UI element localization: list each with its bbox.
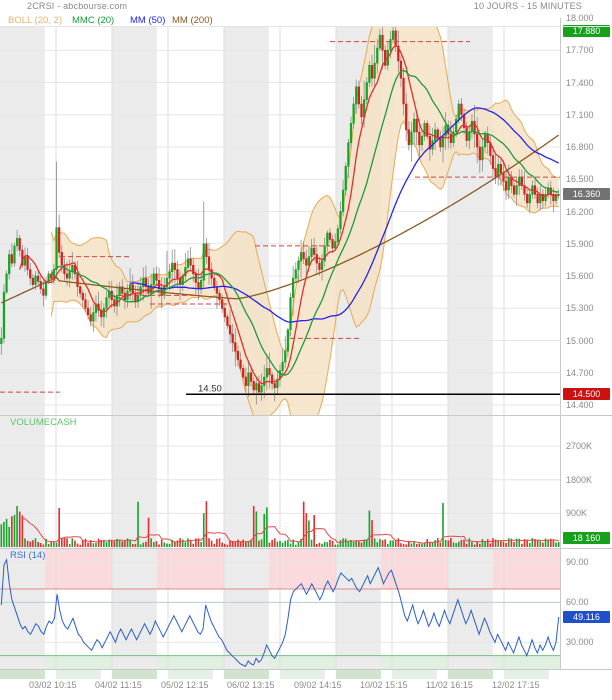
price-tick-label: 14.400	[566, 400, 594, 410]
volume-chart-svg	[0, 416, 560, 549]
time-axis-day-band	[280, 669, 325, 679]
rsi-chart-svg	[0, 549, 560, 669]
legend-item-boll[interactable]: BOLL (20, 2)	[8, 15, 63, 26]
volume-tick-label: 2700K	[566, 441, 593, 452]
time-axis-label: 04/02 11:15	[95, 680, 142, 690]
volume-tick-label: 900K	[566, 508, 588, 519]
cursor-price-badge: 16.360	[563, 188, 610, 201]
indicator-legend: BOLL (20, 2) MMC (20) MM (50) MM (200)	[0, 15, 560, 27]
last-rsi-badge: 49.116	[563, 610, 610, 623]
price-tick-label: 15.900	[566, 238, 594, 249]
symbol-title: 2CRSI - abcbourse.com	[27, 1, 128, 11]
time-axis-day-band	[168, 669, 213, 679]
time-axis-label: 10/02 15:15	[360, 680, 408, 690]
time-axis-day-band	[0, 669, 45, 679]
price-tick-label: 14.700	[566, 367, 594, 378]
panel-divider-volume-rsi	[0, 548, 612, 549]
price-tick-label: 17.100	[566, 109, 594, 120]
time-axis-label: 11/02 16:15	[426, 680, 473, 690]
price-chart-svg: 14.50	[0, 26, 560, 416]
price-tick-label: 18.000	[566, 13, 594, 23]
price-chart-panel[interactable]: 14.50	[0, 26, 560, 416]
support-price-badge: 14.500	[563, 388, 610, 401]
price-tick-label: 15.600	[566, 271, 594, 281]
rsi-tick-label: 90.00	[566, 557, 589, 568]
legend-item-mm50[interactable]: MM (50)	[130, 15, 166, 26]
time-axis-label: 03/02 10:15	[29, 680, 77, 690]
last-volume-badge: 18 160	[563, 531, 610, 544]
price-tick-label: 16.500	[566, 174, 594, 185]
legend-item-mm200[interactable]: MM (200)	[172, 15, 213, 26]
time-axis-day-band	[336, 669, 381, 679]
time-axis-label: 05/02 12:15	[161, 680, 209, 690]
timeframe-label: 10 JOURS - 15 MINUTES	[473, 1, 582, 11]
time-axis-label: 12/02 17:15	[492, 680, 540, 690]
volume-panel-title: VOLUMECASH	[10, 417, 77, 428]
price-tick-label: 15.000	[566, 335, 594, 346]
time-axis[interactable]: 03/02 10:15 04/02 11:15 05/02 12:15 06/02 1…	[0, 669, 612, 700]
price-axis[interactable]: 18.000 17.700 17.400 17.100 16.800 16.500 16.2…	[560, 13, 612, 416]
time-axis-day-band	[504, 669, 549, 679]
volume-tick-label: 1800K	[566, 474, 593, 485]
axis-divider-vertical	[560, 18, 561, 669]
rsi-axis[interactable]: 90.00 60.00 30.000 49.116	[560, 549, 612, 669]
rsi-chart-panel[interactable]: RSI (14)	[0, 549, 560, 669]
chart-header: 2CRSI - abcbourse.com 10 JOURS - 15 MINU…	[0, 0, 612, 14]
price-tick-label: 17.700	[566, 45, 594, 56]
price-tick-label: 16.800	[566, 142, 594, 152]
rsi-tick-label: 60.00	[566, 597, 589, 608]
volume-chart-panel[interactable]: VOLUMECASH	[0, 416, 560, 549]
svg-text:14.50: 14.50	[198, 383, 222, 394]
time-axis-day-band	[448, 669, 493, 679]
time-axis-label: 09/02 14:15	[294, 680, 342, 690]
legend-item-mmc20[interactable]: MMC (20)	[72, 15, 115, 26]
price-tick-label: 16.200	[566, 206, 594, 217]
panel-divider-bottom	[0, 669, 612, 670]
time-axis-day-band	[392, 669, 437, 679]
last-price-badge: 17.880	[563, 24, 610, 37]
price-tick-label: 15.300	[566, 303, 594, 314]
time-axis-day-band	[224, 669, 269, 679]
rsi-tick-label: 30.000	[566, 637, 594, 648]
time-axis-day-band	[112, 669, 157, 679]
time-axis-label: 06/02 13:15	[227, 680, 275, 690]
price-tick-label: 17.400	[566, 77, 594, 88]
chart-top-border	[0, 26, 612, 27]
time-axis-day-band	[56, 669, 101, 679]
panel-divider-price-volume	[0, 415, 612, 416]
volume-axis[interactable]: 2700K 1800K 900K 18 160	[560, 416, 612, 549]
rsi-panel-title: RSI (14)	[10, 550, 46, 561]
